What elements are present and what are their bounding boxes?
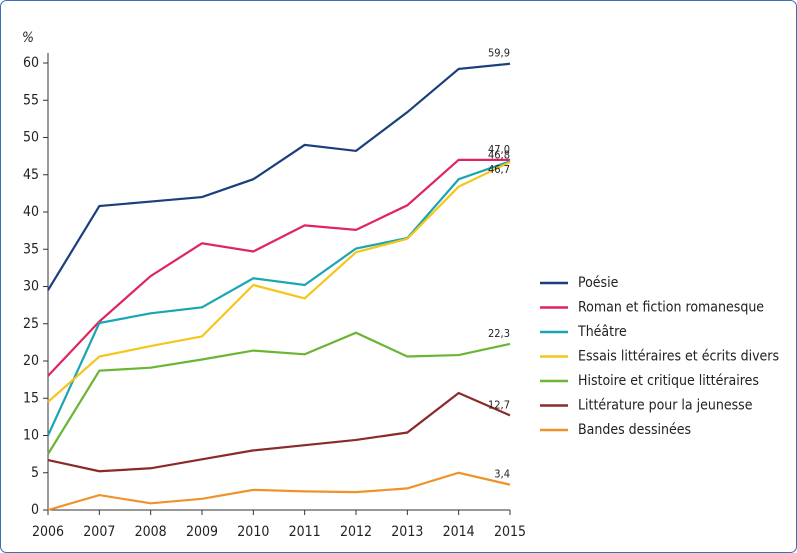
value-label: 46,8 bbox=[488, 148, 510, 161]
x-tick-label: 2007 bbox=[83, 524, 115, 540]
x-tick-label: 2006 bbox=[32, 524, 64, 540]
x-tick-label: 2009 bbox=[186, 524, 218, 540]
value-label: 47,0 bbox=[488, 143, 510, 156]
y-tick-label: 5 bbox=[31, 465, 39, 481]
legend-label: Théâtre bbox=[577, 324, 627, 340]
value-label: 12,7 bbox=[488, 398, 510, 411]
value-label: 46,7 bbox=[488, 163, 510, 176]
x-tick-label: 2008 bbox=[135, 524, 167, 540]
legend-label: Histoire et critique littéraires bbox=[578, 373, 759, 389]
legend-label: Poésie bbox=[578, 275, 619, 291]
series-line bbox=[47, 158, 510, 377]
x-tick-label: 2014 bbox=[443, 524, 475, 540]
legend-label: Bandes dessinées bbox=[578, 422, 691, 438]
legend-label: Littérature pour la jeunesse bbox=[578, 398, 753, 414]
y-tick-label: 25 bbox=[23, 316, 39, 332]
y-axis-label: % bbox=[22, 30, 34, 46]
series-line bbox=[47, 471, 511, 512]
value-label: 22,3 bbox=[488, 327, 510, 340]
x-tick-label: 2015 bbox=[494, 524, 526, 540]
y-tick-label: 35 bbox=[23, 241, 39, 257]
y-tick-label: 40 bbox=[23, 204, 39, 220]
y-tick-label: 60 bbox=[23, 55, 39, 71]
series-line bbox=[47, 391, 511, 473]
y-tick-label: 50 bbox=[23, 130, 39, 146]
y-tick-label: 30 bbox=[23, 279, 39, 295]
x-tick-label: 2010 bbox=[237, 524, 269, 540]
series-line bbox=[47, 62, 511, 291]
y-tick-label: 45 bbox=[23, 167, 39, 183]
y-tick-label: 55 bbox=[23, 92, 39, 108]
legend-label: Roman et fiction romanesque bbox=[578, 300, 764, 316]
value-label: 3,4 bbox=[494, 468, 510, 481]
y-tick-label: 10 bbox=[23, 428, 39, 444]
x-tick-label: 2011 bbox=[289, 524, 321, 540]
y-tick-label: 20 bbox=[23, 353, 39, 369]
series-line bbox=[47, 161, 511, 403]
value-label: 59,9 bbox=[488, 47, 510, 60]
y-tick-label: 15 bbox=[23, 390, 39, 406]
series-line bbox=[47, 331, 511, 455]
x-tick-label: 2012 bbox=[340, 524, 372, 540]
legend-label: Essais littéraires et écrits divers bbox=[578, 349, 779, 365]
x-tick-label: 2013 bbox=[391, 524, 423, 540]
y-tick-label: 0 bbox=[31, 502, 39, 518]
series-line bbox=[46, 160, 511, 436]
